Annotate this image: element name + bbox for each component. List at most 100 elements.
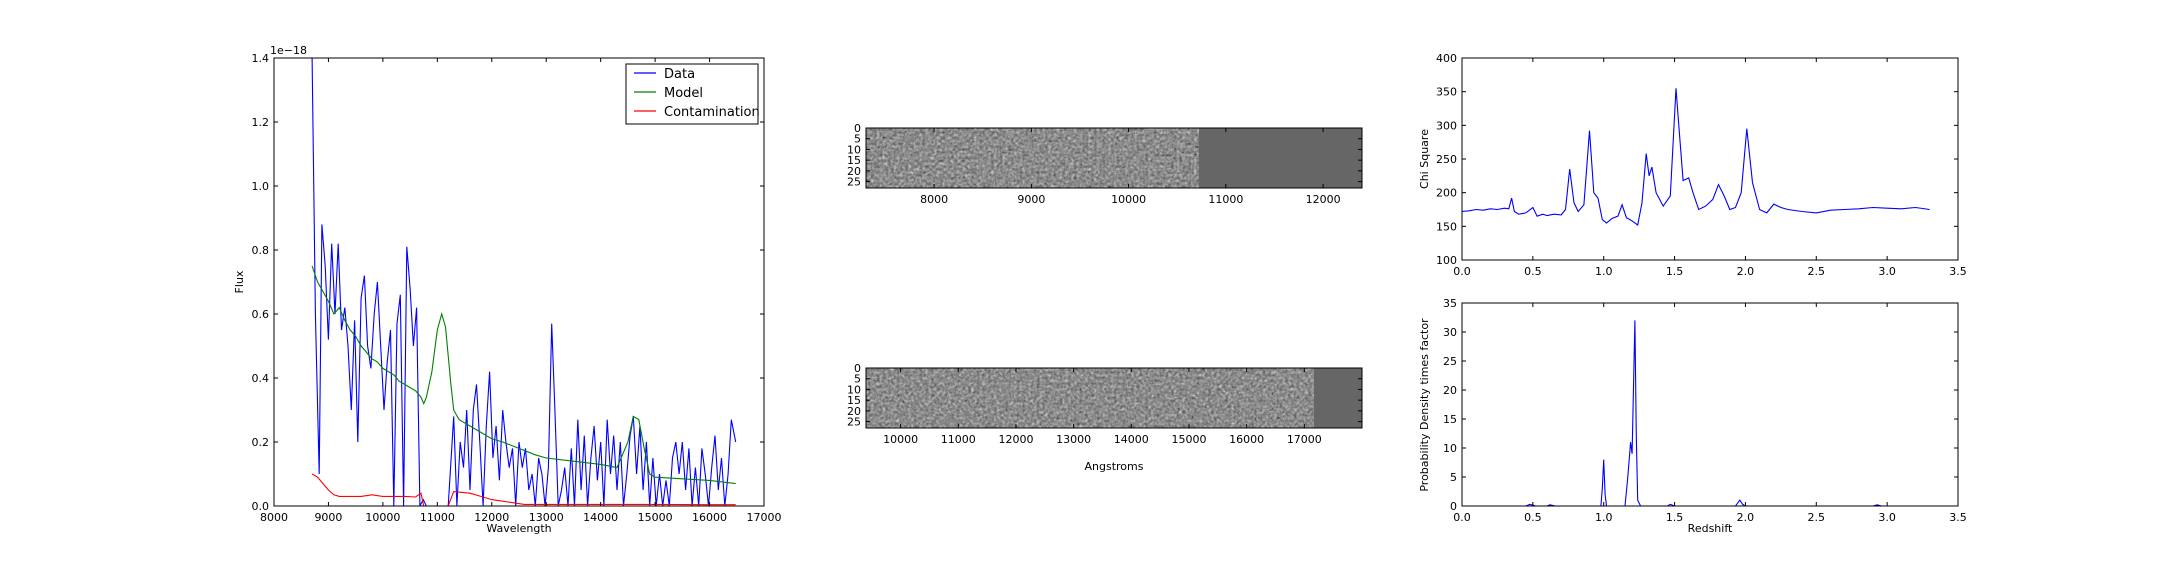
x-tick-label: 13000: [529, 511, 564, 524]
y-tick-label: 10: [847, 383, 861, 396]
x-tick-label: 0.0: [1453, 265, 1471, 278]
x-tick-label: 3.5: [1949, 511, 1967, 524]
pdf-xlabel: Redshift: [1688, 522, 1733, 535]
legend-box: [625, 63, 759, 125]
pdf-plot: 0.0 0.5 1.0 1.5 2.0 2.5 3.0 3.5 0 5 10 15 20 25 30 35 R…: [1418, 297, 1967, 535]
y-tick-label: 0.2: [252, 436, 270, 449]
y-tick-label: 350: [1436, 86, 1457, 99]
series-line-data: [311, 57, 737, 507]
series-line-line-0: [1462, 320, 1930, 507]
y-tick-label: 5: [1450, 471, 1457, 484]
x-tick-label: 9000: [314, 511, 342, 524]
chisq-ticks: 0.0 0.5 1.0 1.5 2.0 2.5 3.0 3.5 100 150 200 250 300 3…: [1436, 52, 1967, 278]
spectrum-frame: [273, 57, 765, 507]
y-tick-label: 35: [1443, 297, 1457, 310]
x-tick-label: 11000: [420, 511, 455, 524]
series-line-contamination: [311, 473, 736, 507]
image-top-noise: [866, 128, 1199, 188]
x-tick-label: 17000: [747, 511, 782, 524]
y-tick-label: 100: [1436, 254, 1457, 267]
spectrum-xlabel: Wavelength: [486, 522, 551, 535]
x-tick-label: 14000: [583, 511, 618, 524]
y-tick-label: 15: [847, 154, 861, 167]
spectrum-offset-label: 1e−18: [270, 44, 307, 57]
x-tick-label: 11000: [1208, 193, 1243, 206]
x-tick-label: 1.5: [1666, 265, 1684, 278]
y-tick-label: 0.8: [252, 244, 270, 257]
y-tick-label: 10: [847, 143, 861, 156]
y-tick-label: 20: [1443, 384, 1457, 397]
x-tick-label: 15000: [638, 511, 673, 524]
y-tick-label: 400: [1436, 52, 1457, 65]
image-bottom-frame: [865, 367, 1363, 429]
x-tick-label: 12000: [998, 433, 1033, 446]
series-line-model: [311, 265, 736, 485]
x-tick-label: 15000: [1171, 433, 1206, 446]
y-tick-label: 300: [1436, 119, 1457, 132]
x-tick-label: 17000: [1287, 433, 1322, 446]
spectrum-legend: Data Model Contamination: [625, 63, 760, 125]
x-tick-label: 1.0: [1595, 511, 1613, 524]
x-tick-label: 0.5: [1524, 265, 1542, 278]
legend-label-data: Data: [664, 67, 695, 82]
x-tick-label: 10000: [883, 433, 918, 446]
chisq-ylabel: Chi Square: [1418, 129, 1431, 189]
x-tick-label: 12000: [1306, 193, 1341, 206]
y-tick-label: 150: [1436, 220, 1457, 233]
legend-label-model: Model: [664, 86, 703, 101]
x-tick-label: 8000: [920, 193, 948, 206]
spectrum-plot: 8000 9000 10000 11000 12000 13000 14000 15000 16…: [233, 44, 782, 535]
chisq-frame: [1461, 57, 1959, 261]
x-tick-label: 0.5: [1524, 511, 1542, 524]
x-tick-label: 13000: [1056, 433, 1091, 446]
y-tick-label: 1.4: [252, 52, 270, 65]
y-tick-label: 15: [847, 394, 861, 407]
spectrum-ticks: 8000 9000 10000 11000 12000 13000 14000 15000 16…: [252, 52, 782, 524]
y-tick-label: 5: [854, 133, 861, 146]
y-tick-label: 0: [854, 362, 861, 375]
x-tick-label: 1.0: [1595, 265, 1613, 278]
image-bottom-xlabel: Angstroms: [1085, 460, 1144, 473]
x-tick-label: 10000: [1111, 193, 1146, 206]
y-tick-label: 0.4: [252, 372, 270, 385]
x-tick-label: 11000: [941, 433, 976, 446]
x-tick-label: 2.5: [1808, 511, 1826, 524]
x-tick-label: 2.5: [1808, 265, 1826, 278]
y-tick-label: 30: [1443, 326, 1457, 339]
x-tick-label: 1.5: [1666, 511, 1684, 524]
spectrum-series-layer: [311, 57, 737, 507]
chisq-plot: 0.0 0.5 1.0 1.5 2.0 2.5 3.0 3.5 100 150 200 250 300 3…: [1418, 52, 1967, 278]
x-tick-label: 16000: [1229, 433, 1264, 446]
x-tick-label: 3.0: [1878, 265, 1896, 278]
y-tick-label: 10: [1443, 442, 1457, 455]
spectrum-ylabel: Flux: [233, 270, 246, 293]
image-bottom-plot: 10000 11000 12000 13000 14000 15000 16000 17000…: [847, 362, 1363, 473]
x-tick-label: 2.0: [1737, 265, 1755, 278]
x-tick-label: 14000: [1114, 433, 1149, 446]
y-tick-label: 1.0: [252, 180, 270, 193]
y-tick-label: 0: [1450, 500, 1457, 513]
x-tick-label: 9000: [1017, 193, 1045, 206]
x-tick-label: 8000: [260, 511, 288, 524]
x-tick-label: 3.5: [1949, 265, 1967, 278]
x-tick-label: 3.0: [1878, 511, 1896, 524]
y-tick-label: 15: [1443, 413, 1457, 426]
x-tick-label: 16000: [692, 511, 727, 524]
y-tick-label: 0.6: [252, 308, 270, 321]
legend-label-contamination: Contamination: [664, 105, 760, 120]
y-tick-label: 250: [1436, 153, 1457, 166]
x-tick-label: 12000: [474, 511, 509, 524]
image-bottom-noise: [866, 368, 1314, 428]
pdf-ylabel: Probability Density times factor: [1418, 318, 1431, 492]
y-tick-label: 20: [847, 165, 861, 178]
y-tick-label: 20: [847, 405, 861, 418]
chisq-series-layer: [1461, 88, 1930, 226]
image-bottom-ticks: 10000 11000 12000 13000 14000 15000 16000 17000…: [847, 362, 1362, 446]
series-line-line-0: [1461, 88, 1930, 226]
pdf-frame: [1461, 302, 1959, 507]
y-tick-label: 200: [1436, 187, 1457, 200]
y-tick-label: 5: [854, 373, 861, 386]
